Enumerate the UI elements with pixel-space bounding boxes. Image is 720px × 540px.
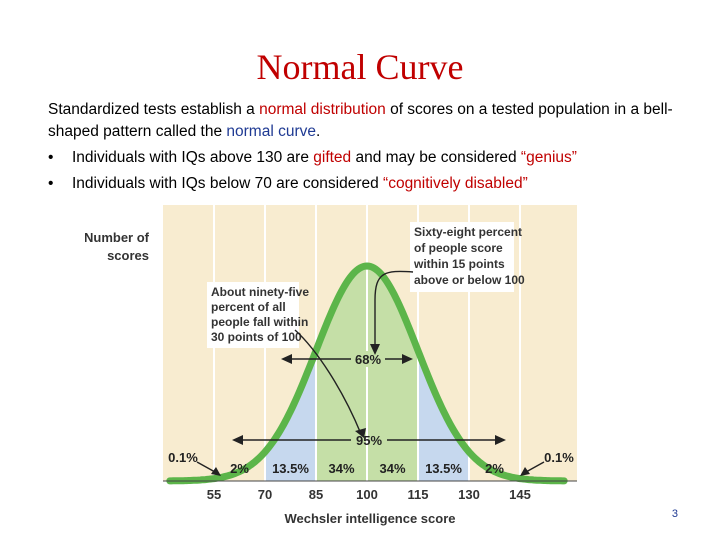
bullet-highlight-gifted: gifted [313, 149, 352, 166]
bullet-text-part: and may be considered [351, 149, 521, 166]
segment-percent-labels: 2% 13.5% 34% 34% 13.5% 2% [230, 461, 504, 476]
label-68-bg [351, 351, 385, 367]
callout-95-line3: people fall within [211, 315, 308, 329]
segment-percent-label: 13.5% [272, 461, 309, 476]
callout-95-box [207, 282, 299, 348]
arrow-95-left-head [232, 435, 243, 445]
x-tick-label: 115 [408, 487, 429, 502]
slide-title: Normal Curve [256, 47, 464, 87]
bell-curve [166, 262, 568, 485]
x-tick-label: 70 [258, 487, 272, 502]
tail-left-pointer [196, 461, 216, 473]
callout-95-line1: About ninety-five [211, 285, 309, 299]
intro-text-1: Standardized tests establish a [48, 101, 260, 118]
segment-percent-label: 13.5% [425, 461, 462, 476]
bullet-marker: • [48, 175, 54, 192]
label-95-percent: 95% [356, 433, 382, 448]
segment-percent-label: 34% [379, 461, 405, 476]
x-tick-labels: 55 70 85 100 115 130 145 [207, 487, 531, 502]
callout-68-line3: within 15 points [413, 257, 505, 271]
y-axis-label-line2: scores [107, 248, 149, 263]
x-tick-label: 55 [207, 487, 221, 502]
tail-left-arrowhead [211, 467, 221, 476]
callout-68-line2: of people score [414, 241, 503, 255]
bullet-highlight-genius: “genius” [520, 149, 577, 166]
x-tick-label: 145 [509, 487, 531, 502]
callout-68-line4: above or below 100 [414, 273, 525, 287]
segment-percent-label: 2% [230, 461, 249, 476]
arrow-95-right-head [495, 435, 506, 445]
normal-curve-svg: Number of scores 55 70 85 100 115 130 145 Wech… [85, 205, 577, 526]
tail-left-bg [167, 448, 201, 466]
x-tick-label: 100 [356, 487, 378, 502]
intro-text-3: . [315, 123, 321, 140]
x-axis-label: Wechsler intelligence score [285, 511, 456, 526]
callout-95-line4: 30 points of 100 [211, 330, 302, 344]
bullet-text: Individuals with IQs below 70 are consid… [72, 173, 528, 195]
bullet-marker: • [48, 149, 54, 166]
bullet-text: Individuals with IQs above 130 are gifte… [72, 147, 577, 169]
label-68-percent: 68% [355, 352, 381, 367]
tail-right-arrowhead [520, 467, 530, 476]
arrow-68-right-head [402, 354, 413, 364]
arrow-68-left-head [281, 354, 292, 364]
intro-highlight-normal-curve: normal curve [226, 123, 316, 140]
intro-highlight-normal-distribution: normal distribution [259, 101, 386, 118]
tail-right-pointer [525, 461, 545, 473]
tail-right-bg [542, 448, 576, 466]
callout-68-arrowhead [370, 344, 380, 355]
callout-95-arrow [294, 329, 362, 435]
callout-68-line1: Sixty-eight percent [414, 225, 522, 239]
normal-curve-figure: Number of scores 55 70 85 100 115 130 145 Wech… [85, 200, 585, 530]
bullet-highlight-cognitively-disabled: “cognitively disabled” [383, 175, 528, 192]
y-axis-label-line1: Number of [85, 230, 150, 245]
bullet-text-part: Individuals with IQs above 130 are [72, 149, 314, 166]
bullet-text-part: Individuals with IQs below 70 are consid… [72, 175, 384, 192]
page-number: 3 [671, 508, 678, 520]
segment-percent-label: 34% [328, 461, 354, 476]
callout-68-box [410, 222, 514, 292]
tail-right-label: 0.1% [544, 450, 574, 465]
callout-95-line2: percent of all [211, 300, 286, 314]
segment-percent-label: 2% [485, 461, 504, 476]
callout-68-arrow [374, 270, 414, 348]
x-tick-label: 85 [309, 487, 323, 502]
callout-95-arrowhead [355, 428, 366, 438]
intro-text-2: of scores on a tested population in a be… [48, 101, 673, 140]
tail-left-label: 0.1% [168, 450, 198, 465]
intro-paragraph: Standardized tests establish a normal di… [48, 99, 688, 143]
x-tick-label: 130 [458, 487, 480, 502]
